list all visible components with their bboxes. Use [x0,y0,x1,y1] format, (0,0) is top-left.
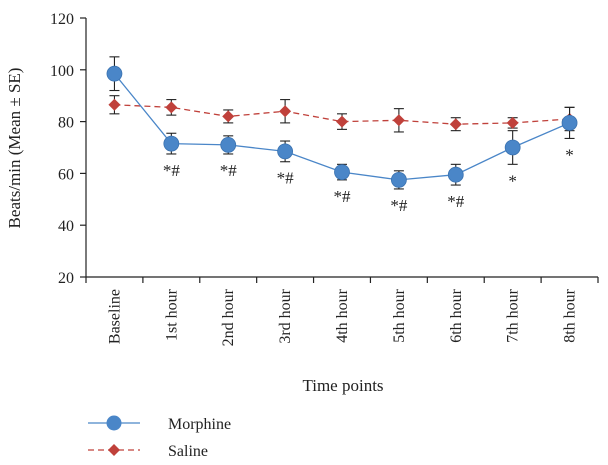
x-tick-labels: Baseline 1st hour 2nd hour 3rd hour 4th hour… [106,288,578,346]
legend: Morphine Saline [88,415,231,460]
significance-annotation: * [508,171,517,190]
y-tick-labels: 20 40 60 80 100 120 [50,11,74,287]
significance-annotation: *# [334,187,352,206]
x-tick-label: 7th hour [505,288,522,342]
data-point [561,114,578,131]
significance-annotation: * [565,145,574,164]
series-layer [106,56,578,190]
legend-marker-saline [108,444,120,456]
y-tick-label: 80 [58,115,74,132]
y-tick-label: 20 [58,270,74,287]
data-point [279,105,292,118]
data-point [449,118,462,131]
x-tick-label: 5th hour [391,288,408,342]
data-point [334,164,350,181]
data-point [108,98,121,111]
data-point [336,115,348,128]
data-point [222,110,235,123]
y-tick-label: 60 [58,166,74,183]
y-axis-label: Beats/min (Mean ± SE) [5,68,24,229]
x-tick-label: 3rd hour [277,288,294,343]
x-tick-label: 4th hour [334,288,351,342]
series-line [114,104,570,125]
series-saline [108,95,576,133]
x-tick-label: 2nd hour [220,288,237,346]
data-point [277,143,294,160]
significance-annotation: *# [390,196,408,215]
legend-label-saline: Saline [168,443,208,460]
data-point [506,116,519,129]
legend-marker-morphine [106,415,122,431]
data-point [504,139,521,156]
y-tick-label: 100 [50,63,74,80]
data-point [106,65,123,82]
x-tick-label: 1st hour [163,288,180,341]
legend-label-morphine: Morphine [168,416,231,433]
significance-annotation: *# [163,161,181,180]
legend-item-morphine: Morphine [88,415,231,433]
x-tick-label: 6th hour [448,288,465,342]
legend-item-saline: Saline [88,443,208,460]
y-tick-label: 40 [58,218,74,235]
significance-annotation: *# [447,192,465,211]
data-point [163,135,180,152]
significance-annotation: *# [220,161,238,180]
data-point [165,101,178,114]
x-tick-label: Baseline [106,289,123,344]
data-point [392,114,405,127]
significance-annotations: *# *# *# *# *# *# * * [163,145,574,215]
data-point [447,166,464,183]
y-tick-label: 120 [50,11,74,28]
data-point [220,137,237,153]
x-axis-label: Time points [302,376,383,395]
significance-annotation: *# [277,169,295,188]
data-point [390,171,407,188]
axes [80,17,599,283]
x-tick-label: 8th hour [562,288,579,342]
series-morphine [106,56,578,190]
